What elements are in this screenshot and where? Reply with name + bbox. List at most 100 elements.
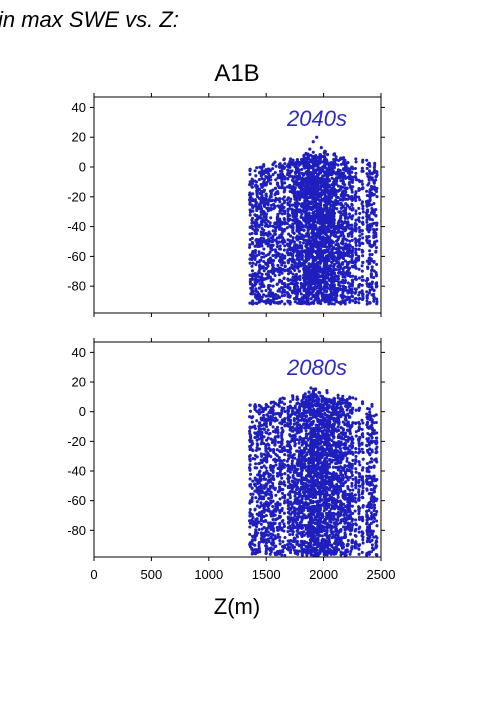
- panel-2040s-point-3506: [360, 179, 364, 183]
- panel-2040s-point-3425: [354, 241, 358, 245]
- panel-2040s-point-1010: [293, 186, 297, 190]
- panel-2040s-point-737: [280, 256, 284, 260]
- panel-2040s-point-1123: [297, 258, 301, 262]
- panel-2080s-point-44: [248, 403, 252, 407]
- panel-2040s-point-544: [272, 271, 276, 275]
- panel-2040s-point-924: [290, 169, 294, 173]
- panel-2040s-point-3422: [354, 243, 358, 247]
- panel-2040s-point-492: [268, 169, 272, 173]
- panel-2040s-point-764: [282, 276, 286, 280]
- panel-2040s-point-3473: [358, 230, 362, 234]
- panel-2040s-point-3717: [372, 201, 376, 206]
- panel-2040s-point-60: [251, 261, 255, 265]
- panel-2040s-point-3454: [357, 225, 361, 230]
- panel-2040s-point-322: [262, 228, 266, 232]
- panel-2040s-point-3638: [368, 249, 372, 253]
- panel-2040s-point-1008: [293, 265, 297, 269]
- panel-2040s-point-278: [260, 289, 264, 293]
- panel-2040s-point-86: [250, 258, 254, 262]
- panel-2040s-point-639: [277, 165, 282, 169]
- panel-2040s-point-3355: [350, 223, 354, 227]
- panel-2040s-point-1177: [298, 198, 302, 202]
- panel-2040s-point-1938: [313, 187, 317, 191]
- panel-2040s-point-578: [274, 267, 278, 271]
- panel-2040s-point-707: [280, 263, 284, 267]
- panel-2040s-point-2428: [322, 154, 326, 158]
- panel-2040s-point-3502: [361, 160, 365, 164]
- panel-2080s-point-234: [259, 405, 263, 409]
- panel-2040s-point-941: [291, 279, 295, 283]
- panel-2040s-point-3445: [353, 277, 357, 281]
- panel-2080s-point-938: [290, 459, 294, 463]
- panel-2080s-point-918: [290, 429, 294, 433]
- panel-2080s-point-707: [280, 400, 284, 404]
- panel-2040s-point-546: [271, 173, 275, 177]
- panel-2040s-point-681: [277, 162, 282, 167]
- panel-2040s-point-3514: [360, 269, 364, 273]
- panel-2080s-point-748: [283, 535, 287, 540]
- panel-2040s-point-2212: [318, 280, 322, 284]
- panel-2080s-points: [247, 386, 379, 557]
- panel-2040s-point-286: [259, 223, 263, 227]
- panel-2040s-point-232: [257, 275, 261, 279]
- panel-2040s-point-161: [255, 231, 259, 236]
- panel-2040s-point-3498: [360, 275, 364, 279]
- panel-2040s-point-1014: [292, 190, 296, 194]
- panel-2080s-point-617: [276, 428, 280, 432]
- panel-2040s-point-396: [264, 212, 268, 216]
- panel-2040s-point-34: [248, 245, 252, 249]
- panel-2040s-point-157: [255, 166, 259, 170]
- panel-2040s-point-528: [272, 258, 276, 263]
- panel-2040s-point-4: [247, 198, 252, 202]
- panel-2040s-point-858: [288, 207, 292, 211]
- panel-2080s-point-1083: [295, 539, 300, 544]
- panel-2040s-point-74: [250, 216, 255, 220]
- panel-2040s-point-265: [260, 177, 264, 181]
- panel-2040s-point-3199: [343, 278, 348, 283]
- panel-2040s-point-772: [282, 190, 286, 194]
- panel-2040s-point-2497: [325, 207, 329, 211]
- panel-2080s-point-607: [276, 533, 280, 537]
- panel-2040s-point-720: [280, 258, 284, 262]
- panel-2040s-point-78: [250, 277, 254, 281]
- panel-2040s-point-2998: [337, 220, 341, 224]
- panel-2040s-point-3588: [367, 169, 372, 173]
- panel-2040s-point-446: [266, 252, 270, 257]
- panel-2040s-point-269: [260, 295, 264, 299]
- panel-2080s-point-183: [257, 527, 261, 532]
- panel-2040s-point-1258: [299, 253, 303, 257]
- panel-2040s-point-481: [269, 260, 273, 264]
- panel-2080s-point-455: [268, 465, 272, 470]
- panel-2040s-point-442: [266, 206, 270, 210]
- panel-2040s-point-3677: [372, 275, 376, 280]
- panel-2080s-point-274: [259, 487, 263, 492]
- panel-2040s-point-3486: [361, 254, 365, 258]
- panel-2080s-point-1187: [300, 526, 305, 530]
- panel-2040s-point-3428: [354, 290, 358, 294]
- panel-2040s-point-3631: [368, 227, 372, 231]
- panel-2040s-point-3377: [350, 195, 354, 200]
- panel-2080s-point-845: [288, 475, 292, 480]
- panel-2040s-point-498: [268, 288, 272, 292]
- panel-2040s-point-824: [285, 221, 289, 226]
- panel-2080s-point-992: [292, 545, 297, 549]
- panel-2040s-point-2442: [323, 150, 327, 155]
- panel-2040s-point-438: [266, 170, 270, 174]
- panel-2080s-point-653: [278, 470, 282, 474]
- panel-2040s-point-418: [266, 264, 270, 268]
- panel-2040s-point-327: [262, 269, 266, 273]
- panel-2040s-point-323: [262, 237, 266, 241]
- panel-2040s-point-176: [255, 193, 259, 197]
- panel-2080s-point-40: [248, 507, 252, 512]
- panel-2040s-point-3386: [351, 185, 355, 189]
- panel-2040s-point-760: [282, 229, 286, 233]
- panel-2040s-point-642: [277, 273, 281, 277]
- panel-2040s-point-15: [248, 261, 252, 265]
- panel-2040s-point-3504: [360, 283, 364, 287]
- panel-2040s-point-1111: [295, 235, 299, 239]
- panel-2040s-point-3673: [370, 176, 374, 180]
- panel-2080s-point-1074: [295, 521, 299, 525]
- panel-2040s-point-770: [282, 281, 286, 286]
- panel-2040s-point-3143: [341, 241, 345, 245]
- panel-2040s-point-3154: [341, 171, 345, 175]
